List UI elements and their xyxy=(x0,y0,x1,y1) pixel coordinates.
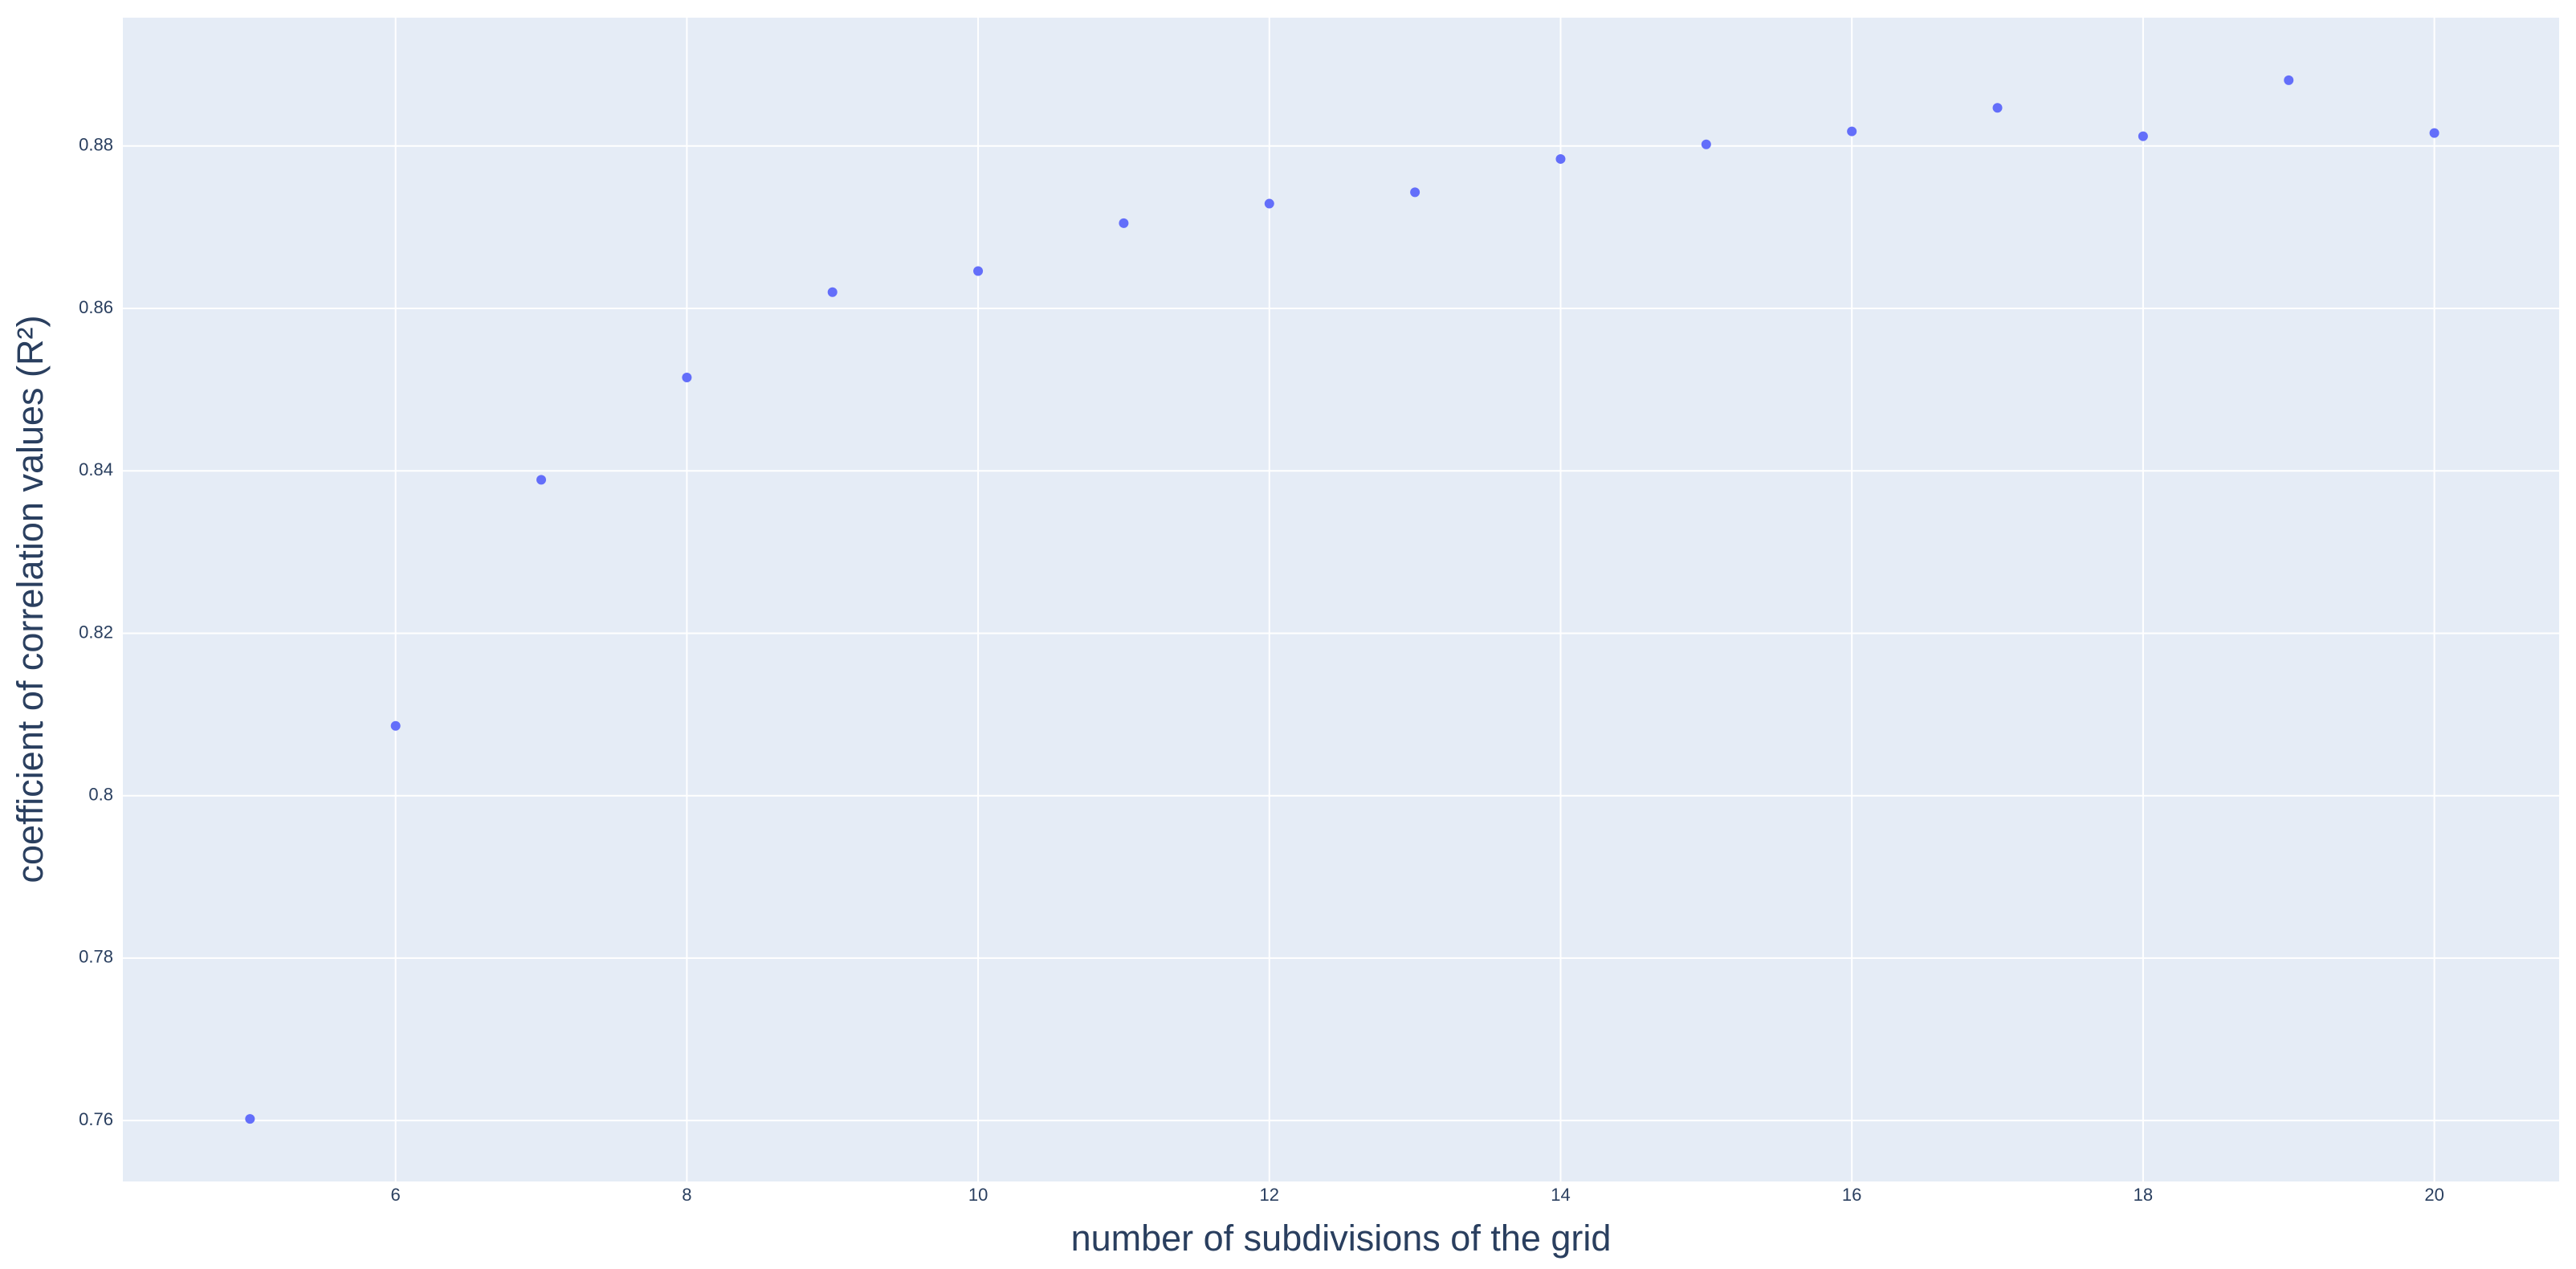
x-tick-label: 14 xyxy=(1551,1185,1570,1205)
point xyxy=(2429,128,2439,138)
y-tick-label: 0.86 xyxy=(79,297,113,317)
x-tick-label: 18 xyxy=(2134,1185,2153,1205)
point xyxy=(245,1114,255,1124)
x-tick-label: 12 xyxy=(1260,1185,1279,1205)
y-tick-label: 0.78 xyxy=(79,947,113,967)
y-tick-label: 0.82 xyxy=(79,622,113,642)
plot-area xyxy=(123,18,2559,1181)
point xyxy=(1701,139,1711,149)
y-tick-label: 0.8 xyxy=(88,785,113,805)
point xyxy=(1119,218,1129,228)
point xyxy=(1555,153,1566,164)
x-axis-title: number of subdivisions of the grid xyxy=(1071,1218,1612,1259)
point xyxy=(2138,131,2148,141)
point xyxy=(1410,187,1420,198)
point xyxy=(2284,75,2294,85)
point xyxy=(1992,103,2003,113)
x-tick-label: 8 xyxy=(682,1185,691,1205)
point xyxy=(536,475,547,485)
point xyxy=(1264,198,1274,209)
y-tick-label: 0.88 xyxy=(79,135,113,155)
y-tick-label: 0.84 xyxy=(79,459,113,479)
point xyxy=(827,287,838,297)
x-tick-label: 20 xyxy=(2424,1185,2444,1205)
point xyxy=(682,372,692,382)
point xyxy=(1847,126,1857,137)
x-tick-label: 6 xyxy=(391,1185,401,1205)
point xyxy=(973,266,984,276)
y-tick-label: 0.76 xyxy=(79,1109,113,1129)
x-tick-label: 10 xyxy=(968,1185,988,1205)
point xyxy=(390,720,401,731)
y-axis-title: coefficient of correlation values (R²) xyxy=(10,316,51,883)
x-tick-label: 16 xyxy=(1842,1185,1861,1205)
